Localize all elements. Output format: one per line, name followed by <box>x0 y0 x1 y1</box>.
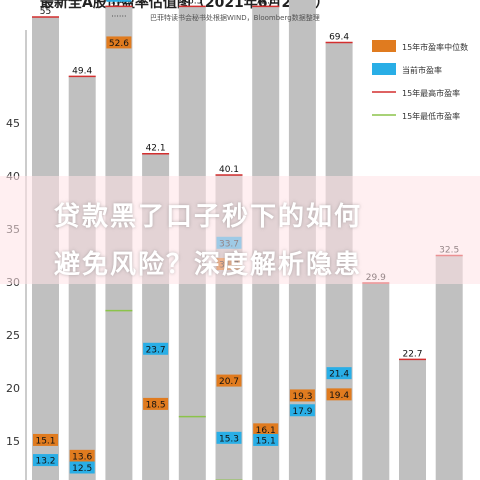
legend-label: 15年最高市盈率 <box>402 88 460 98</box>
legend-swatch <box>372 40 396 52</box>
median-value-label: 16.1 <box>256 426 276 436</box>
source-note: 巴菲特读书会秘书处根据WIND，Bloomberg数据整理 <box>150 13 320 22</box>
current-box <box>69 461 95 474</box>
median-box <box>289 389 315 402</box>
max-value-label: 55 <box>40 7 51 17</box>
median-value-label: 19.3 <box>292 392 312 402</box>
max-value-label: 72.8 <box>256 0 276 6</box>
break-marker: ...... <box>111 9 126 18</box>
y-tick-label: 35 <box>6 223 20 236</box>
chart-title: 最新全A股市盈率估值图（2021年6月27日） <box>40 0 330 11</box>
current-box <box>106 0 132 2</box>
median-box <box>33 433 58 446</box>
current-value-label: 17.9 <box>292 407 312 417</box>
legend-swatch <box>372 63 396 75</box>
current-value-label: 15.1 <box>256 436 276 446</box>
current-box <box>143 342 169 355</box>
median-box <box>326 388 352 401</box>
current-value-label: 23.7 <box>146 345 166 355</box>
legend-label: 当前市盈率 <box>402 65 442 75</box>
bars-layer: 55 15.1 13.2 49.4 13.6 12.5 135 52.6 57.0 42.1 18.… <box>32 0 463 480</box>
current-box <box>326 367 352 380</box>
y-tick-label: 45 <box>6 117 20 130</box>
bar <box>399 359 426 480</box>
max-value-label: 49.4 <box>72 66 92 76</box>
median-value-label: 20.7 <box>219 377 239 387</box>
current-box <box>289 404 315 417</box>
median-box <box>216 374 242 387</box>
median-box <box>253 423 279 436</box>
current-value-label: 57.0 <box>109 0 129 2</box>
median-value-label: 18.5 <box>146 400 166 410</box>
watermark-line-2: 避免风险？深度解析隐患 <box>54 250 363 280</box>
median-box <box>69 449 95 462</box>
current-value-label: 15.3 <box>219 434 239 444</box>
max-value-label: 29.9 <box>366 273 386 283</box>
axis-layer: 15 20 25 30 35 40 45 <box>6 30 27 480</box>
current-box <box>216 431 242 444</box>
legend-label: 15年最低市盈率 <box>402 111 460 121</box>
y-tick-label: 20 <box>6 382 20 395</box>
median-value-label: 52.6 <box>109 39 129 49</box>
median-box <box>106 36 132 49</box>
y-tick-label: 15 <box>6 435 20 448</box>
y-tick-label: 25 <box>6 329 20 342</box>
median-box <box>143 397 169 410</box>
current-value-label: 13.2 <box>35 457 55 467</box>
y-tick-label: 40 <box>6 170 20 183</box>
legend-label: 15年市盈率中位数 <box>402 42 468 52</box>
max-value-label: 135 <box>110 0 127 6</box>
max-value-label: 32.5 <box>439 246 459 256</box>
title-band: 最新全A股市盈率估值图（2021年6月27日） <box>0 0 480 11</box>
current-box <box>33 454 58 467</box>
bar <box>435 255 463 480</box>
current-value-label: 21.4 <box>329 370 349 380</box>
max-value-label: 69.4 <box>329 32 349 42</box>
current-box <box>253 433 279 446</box>
max-value-label: 22.7 <box>402 349 422 359</box>
current-value-label: 12.5 <box>72 464 92 474</box>
max-value-label: 40.1 <box>219 165 239 175</box>
watermark-line-1: 贷款黑了口子秒下的如何 <box>54 202 363 232</box>
median-value-label: 15.1 <box>35 436 55 446</box>
median-value-label: 13.6 <box>72 452 92 462</box>
max-value-label: 42.1 <box>146 144 166 154</box>
max-value-label: 76.5 <box>182 0 202 6</box>
y-tick-label: 30 <box>6 276 20 289</box>
median-value-label: 19.4 <box>329 391 349 401</box>
bar <box>362 283 390 480</box>
